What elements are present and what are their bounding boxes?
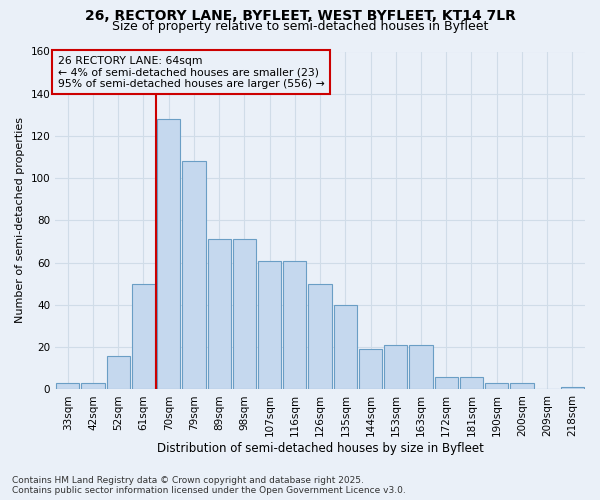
Bar: [208, 240, 231, 390]
Bar: [132, 284, 155, 390]
Bar: [511, 383, 533, 390]
Bar: [434, 377, 458, 390]
Y-axis label: Number of semi-detached properties: Number of semi-detached properties: [15, 118, 25, 324]
Text: 26 RECTORY LANE: 64sqm
← 4% of semi-detached houses are smaller (23)
95% of semi: 26 RECTORY LANE: 64sqm ← 4% of semi-deta…: [58, 56, 325, 89]
Bar: [409, 345, 433, 390]
Bar: [283, 260, 307, 390]
Bar: [82, 383, 104, 390]
Bar: [359, 350, 382, 390]
Bar: [485, 383, 508, 390]
Bar: [107, 356, 130, 390]
Bar: [308, 284, 332, 390]
X-axis label: Distribution of semi-detached houses by size in Byfleet: Distribution of semi-detached houses by …: [157, 442, 484, 455]
Text: Size of property relative to semi-detached houses in Byfleet: Size of property relative to semi-detach…: [112, 20, 488, 33]
Bar: [460, 377, 483, 390]
Bar: [258, 260, 281, 390]
Bar: [157, 119, 181, 390]
Text: 26, RECTORY LANE, BYFLEET, WEST BYFLEET, KT14 7LR: 26, RECTORY LANE, BYFLEET, WEST BYFLEET,…: [85, 9, 515, 23]
Bar: [56, 383, 79, 390]
Bar: [334, 305, 357, 390]
Bar: [384, 345, 407, 390]
Text: Contains HM Land Registry data © Crown copyright and database right 2025.
Contai: Contains HM Land Registry data © Crown c…: [12, 476, 406, 495]
Bar: [233, 240, 256, 390]
Bar: [182, 162, 206, 390]
Bar: [561, 388, 584, 390]
